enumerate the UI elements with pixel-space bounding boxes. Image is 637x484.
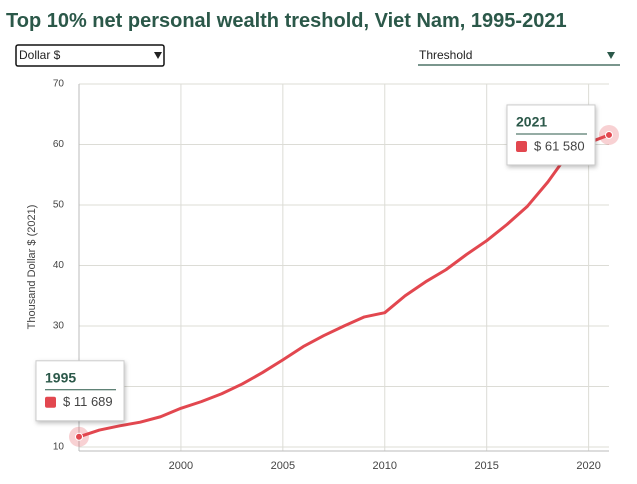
unit-dropdown[interactable]: Dollar $ — [15, 44, 165, 67]
y-tick-label: 30 — [53, 321, 65, 332]
tooltip-swatch — [45, 396, 56, 408]
dropdown-label[interactable]: Dollar $ — [19, 48, 61, 62]
dropdown-arrow[interactable] — [607, 52, 615, 59]
y-tick-label: 70 — [53, 79, 65, 90]
tooltip-title: 2021 — [516, 114, 547, 130]
data-line — [78, 133, 610, 439]
dropdown-arrow[interactable] — [154, 52, 162, 59]
x-tick-label: 2020 — [576, 460, 600, 472]
tooltip: 2021 $ 61 580 — [506, 104, 596, 166]
tooltip-box — [35, 360, 125, 422]
y-tick-label: 50 — [53, 200, 65, 211]
tooltip-value: $ 11 689 — [63, 394, 113, 409]
tooltip-swatch — [516, 140, 527, 152]
data-point — [75, 432, 83, 441]
x-tick-label: 2000 — [169, 460, 193, 472]
chart-title: Top 10% net personal wealth treshold, Vi… — [6, 10, 567, 32]
tooltip-title: 1995 — [45, 369, 76, 385]
tooltip-value: $ 61 580 — [534, 138, 585, 153]
x-tick-label: 2010 — [373, 460, 397, 472]
data-point — [605, 130, 613, 139]
y-tick-label: 60 — [53, 139, 65, 150]
measure-dropdown[interactable]: Threshold — [418, 48, 620, 66]
tooltip: 1995 $ 11 689 — [35, 360, 125, 422]
dropdown-box[interactable] — [15, 44, 165, 67]
y-tick-label: 10 — [53, 442, 65, 453]
dropdown-label[interactable]: Threshold — [419, 48, 472, 62]
x-tick-label: 2005 — [271, 460, 295, 472]
y-axis-label: Thousand Dollar $ (2021) — [26, 205, 38, 330]
tooltip-box — [506, 104, 596, 166]
x-tick-label: 2015 — [474, 460, 498, 472]
y-tick-label: 40 — [53, 260, 65, 271]
